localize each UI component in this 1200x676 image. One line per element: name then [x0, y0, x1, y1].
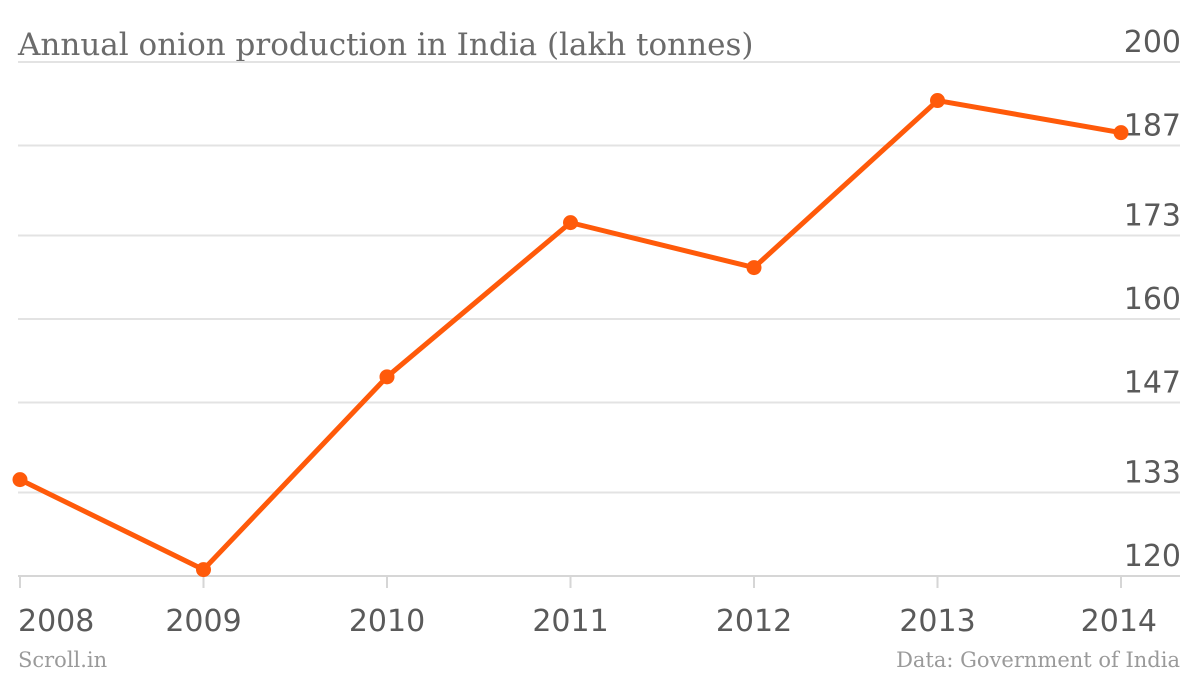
- x-tick-label: 2008: [18, 604, 94, 639]
- x-tick-label: 2013: [899, 604, 975, 639]
- chart-title: Annual onion production in India (lakh t…: [17, 27, 753, 63]
- x-axis-ticks: 2008 2009 2010 2011 2012 2013 2014: [18, 576, 1157, 639]
- y-tick-label: 173: [1124, 198, 1181, 233]
- data-point: [746, 260, 762, 276]
- y-tick-label: 133: [1124, 455, 1181, 490]
- data-point: [930, 93, 945, 109]
- source-label: Data: Government of India: [896, 648, 1180, 672]
- y-tick-label: 120: [1124, 539, 1181, 574]
- x-tick-label: 2011: [532, 604, 608, 639]
- data-point: [563, 215, 578, 231]
- series-production: [12, 93, 1129, 578]
- brand-label: Scroll.in: [18, 648, 107, 672]
- data-point: [12, 472, 28, 488]
- y-tick-label: 147: [1124, 366, 1181, 401]
- y-tick-label: 200: [1124, 25, 1181, 60]
- y-tick-label: 187: [1124, 109, 1181, 144]
- x-tick-label: 2012: [716, 604, 792, 639]
- series-line: [17, 98, 1124, 573]
- data-point: [1113, 125, 1129, 141]
- data-point: [196, 562, 211, 578]
- gridlines: [18, 61, 1180, 577]
- x-tick-label: 2010: [349, 604, 425, 639]
- data-point: [379, 369, 395, 385]
- y-tick-label: 160: [1124, 282, 1181, 317]
- x-tick-label: 2009: [165, 604, 241, 639]
- y-axis-ticks: 120 133 147 160 173 187 200: [1124, 25, 1181, 574]
- x-tick-label: 2014: [1081, 604, 1157, 639]
